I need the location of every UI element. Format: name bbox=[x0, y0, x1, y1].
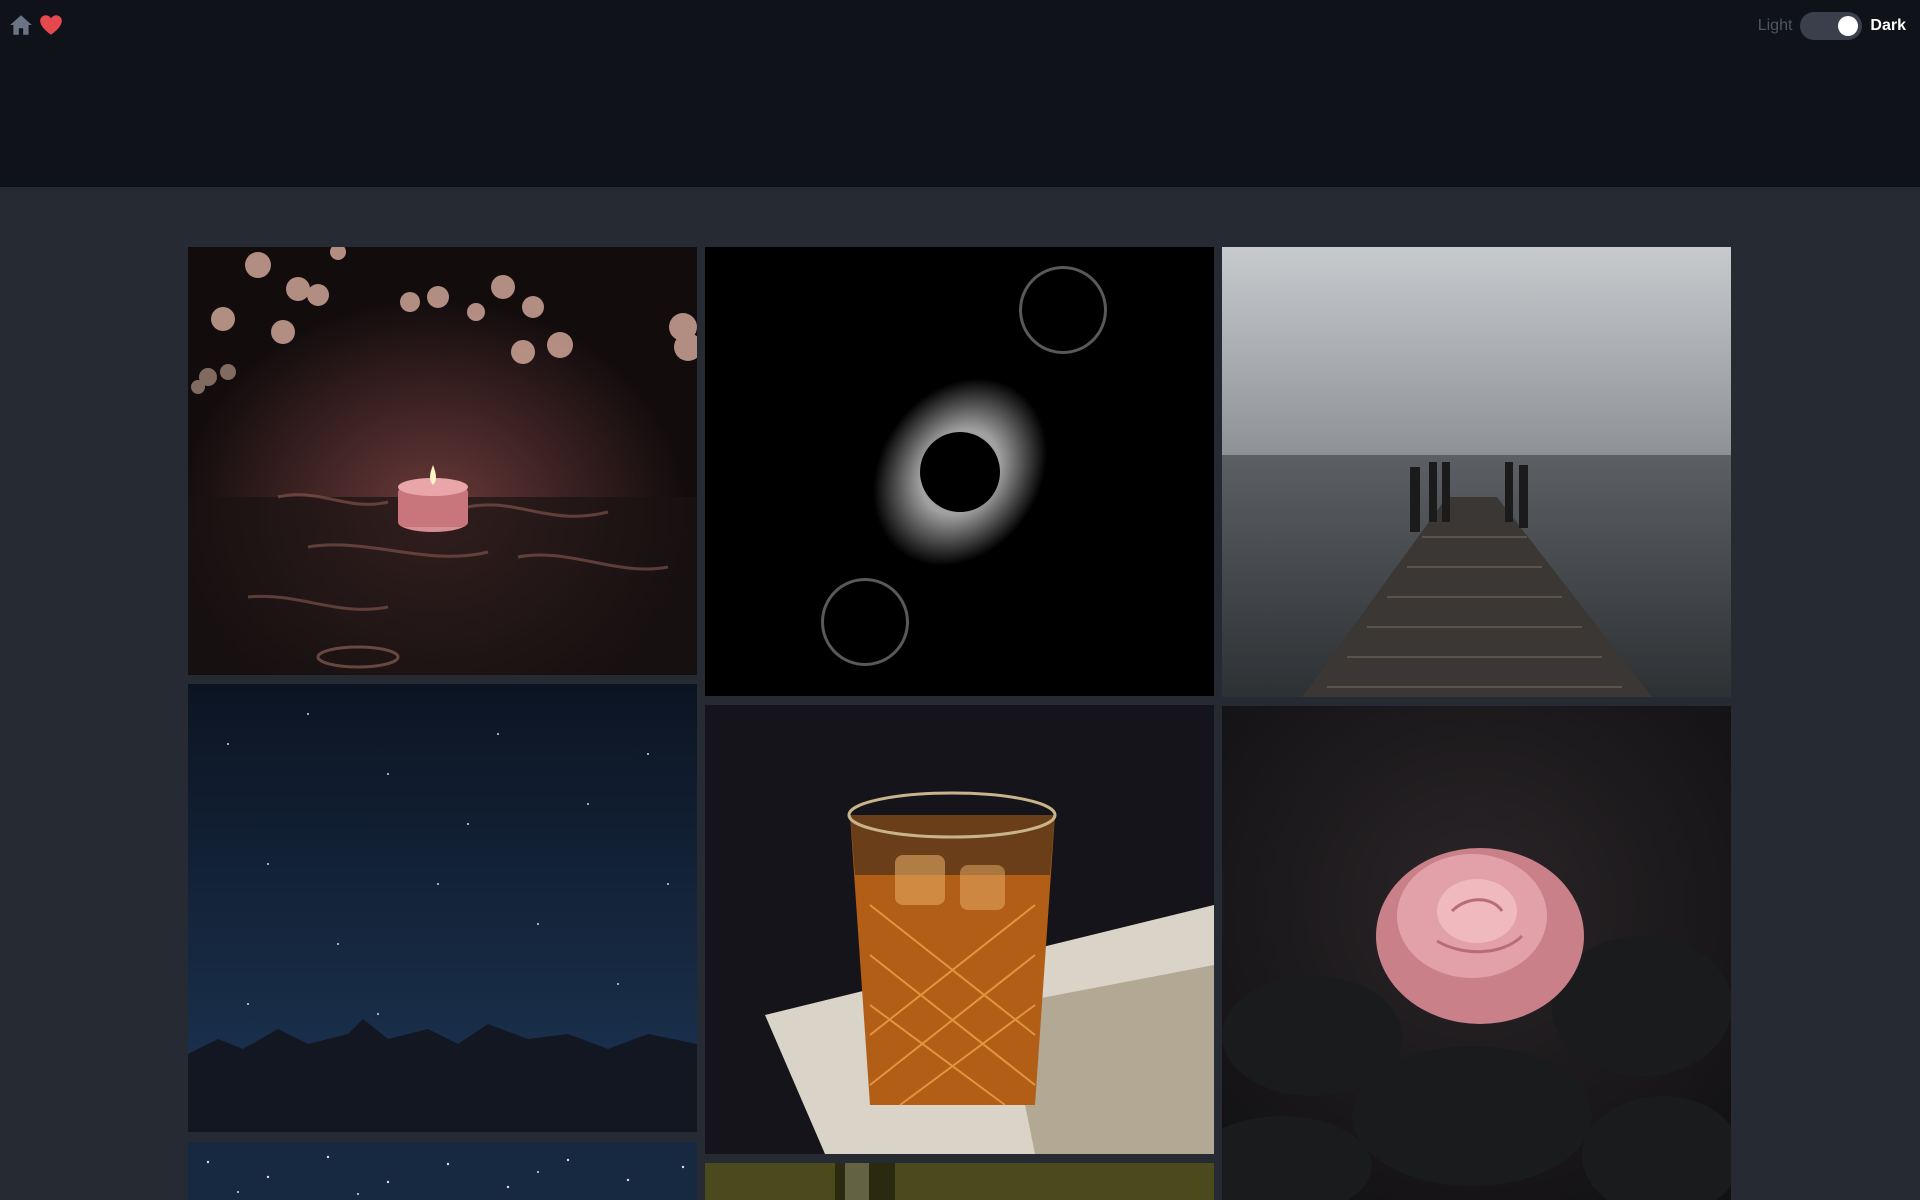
photo-candle-bokeh[interactable] bbox=[188, 247, 697, 675]
photo-starry-mountains[interactable] bbox=[188, 684, 697, 1132]
photo-eclipse-sequence[interactable] bbox=[705, 247, 1214, 696]
heart-icon[interactable] bbox=[38, 12, 64, 38]
theme-switch[interactable] bbox=[1800, 12, 1863, 40]
photo-foggy-pier[interactable] bbox=[1222, 247, 1731, 697]
top-bar: Light Dark bbox=[0, 0, 1920, 187]
photo-whiskey-glass[interactable] bbox=[705, 705, 1214, 1154]
nav-icons bbox=[8, 12, 64, 38]
photo-gallery bbox=[188, 247, 1732, 1200]
theme-switch-knob bbox=[1838, 16, 1859, 36]
photo-green-bottle-partial[interactable] bbox=[705, 1163, 1214, 1200]
dark-label[interactable]: Dark bbox=[1870, 17, 1906, 34]
light-label[interactable]: Light bbox=[1757, 17, 1793, 34]
photo-starry-sky-partial[interactable] bbox=[188, 1142, 697, 1200]
photo-pink-rose[interactable] bbox=[1222, 706, 1731, 1200]
theme-toggle: Light Dark bbox=[1758, 12, 1906, 40]
home-icon[interactable] bbox=[8, 12, 34, 38]
